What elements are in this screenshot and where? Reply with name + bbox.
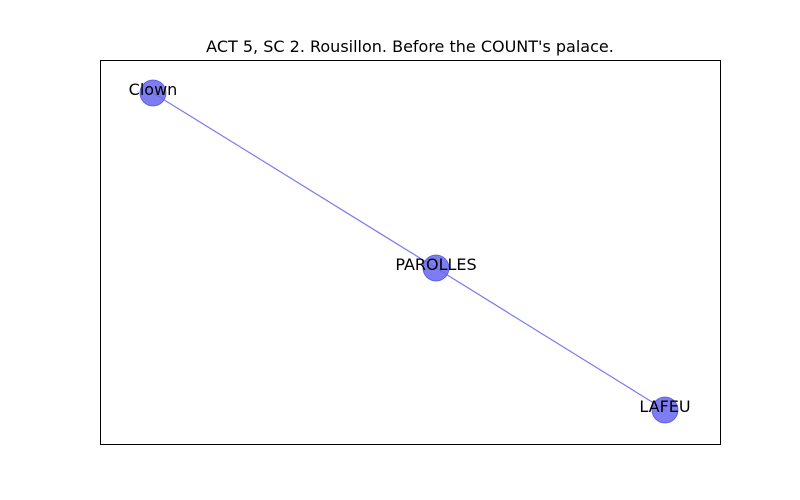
figure-title: ACT 5, SC 2. Rousillon. Before the COUNT…	[206, 37, 614, 56]
plot-frame	[100, 60, 721, 445]
edges-layer	[152, 92, 666, 411]
edge-parolles-lafeu	[435, 267, 666, 411]
node-label-lafeu: LAFEU	[639, 397, 690, 416]
node-label-parolles: PAROLLES	[395, 255, 476, 274]
labels-layer: Clown PAROLLES LAFEU	[129, 80, 691, 416]
node-clown	[139, 79, 167, 107]
node-label-clown: Clown	[129, 80, 178, 99]
node-lafeu	[651, 396, 679, 424]
nodes-layer	[139, 79, 679, 424]
node-parolles	[422, 254, 450, 282]
edge-clown-parolles	[152, 92, 437, 269]
